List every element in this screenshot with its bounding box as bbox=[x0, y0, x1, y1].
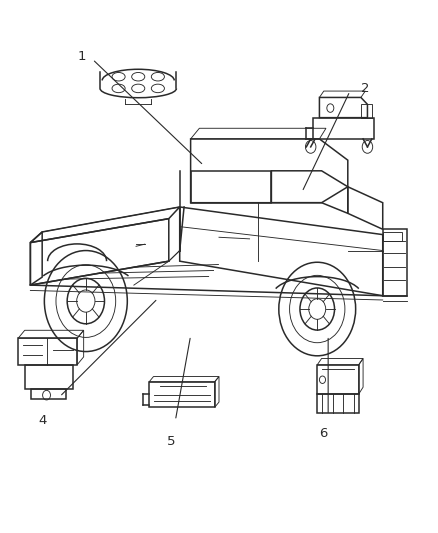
Text: 4: 4 bbox=[38, 414, 46, 427]
Text: 1: 1 bbox=[77, 50, 86, 63]
Text: 2: 2 bbox=[361, 82, 370, 95]
Text: 6: 6 bbox=[320, 427, 328, 440]
Text: 5: 5 bbox=[167, 435, 175, 448]
